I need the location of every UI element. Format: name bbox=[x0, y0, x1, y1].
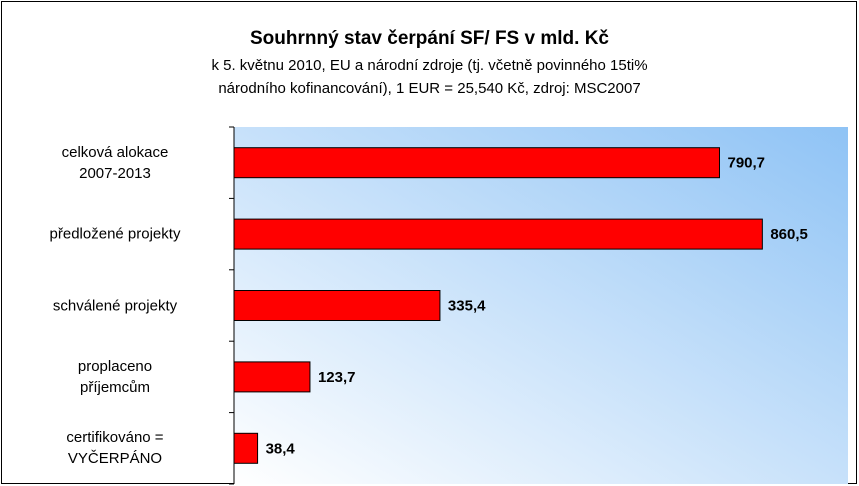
y-tick-label: certifikováno = VYČERPÁNO bbox=[66, 429, 164, 468]
bar bbox=[233, 432, 259, 464]
value-label: 123,7 bbox=[318, 369, 356, 386]
bar bbox=[233, 147, 720, 179]
value-label: 860,5 bbox=[770, 226, 808, 243]
y-tick-label: předložené projekty bbox=[49, 225, 181, 243]
chart-title: Souhrnný stav čerpání SF/ FS v mld. Kč bbox=[250, 28, 609, 49]
chart-subtitle: k 5. květnu 2010, EU a národní zdroje (t… bbox=[211, 57, 648, 97]
bar bbox=[233, 290, 441, 321]
value-label: 38,4 bbox=[266, 440, 296, 457]
value-label: 335,4 bbox=[448, 297, 486, 314]
bar bbox=[233, 218, 763, 250]
value-label: 790,7 bbox=[727, 155, 765, 172]
bar bbox=[233, 361, 311, 393]
y-tick-label: schválené projekty bbox=[52, 297, 178, 314]
y-tick-label: celková alokace 2007-2013 bbox=[61, 143, 169, 182]
y-tick-label: proplaceno příjemcům bbox=[77, 357, 153, 396]
